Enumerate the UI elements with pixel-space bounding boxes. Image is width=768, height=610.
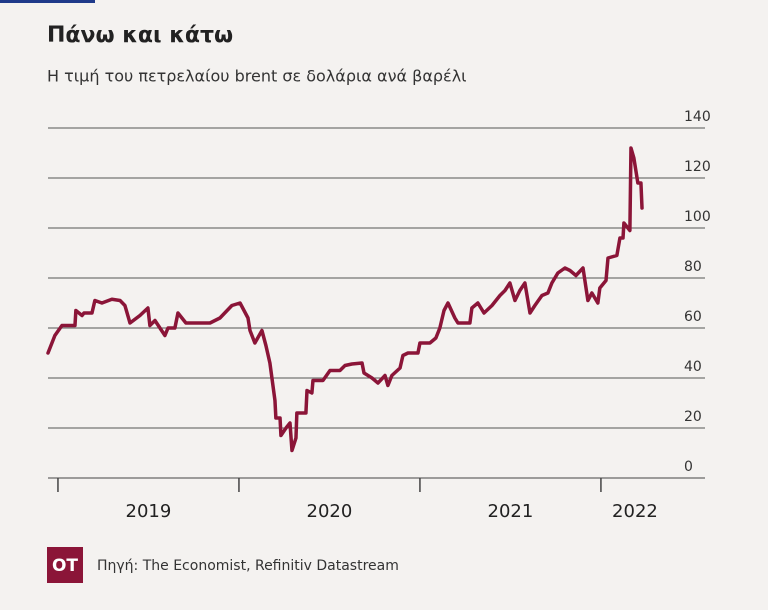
y-tick-label: 20 <box>684 409 702 425</box>
x-tick-label: 2020 <box>307 501 353 522</box>
y-tick-label: 60 <box>684 309 702 325</box>
y-tick-label: 100 <box>684 209 711 225</box>
source: Πηγή: The Economist, Refinitiv Datastrea… <box>97 558 399 574</box>
x-tick-label: 2019 <box>126 501 172 522</box>
y-tick-label: 80 <box>684 259 702 275</box>
top-accent <box>0 0 95 3</box>
x-tick-label: 2021 <box>488 501 534 522</box>
logo: OT <box>52 556 78 576</box>
y-tick-label: 0 <box>684 459 693 475</box>
y-tick-label: 140 <box>684 109 711 125</box>
y-tick-label: 40 <box>684 359 702 375</box>
price-line <box>46 146 644 453</box>
x-tick-label: 2022 <box>612 501 658 522</box>
logo-box <box>47 547 83 583</box>
y-tick-label: 120 <box>684 159 711 175</box>
chart-title: Πάνω και κάτω <box>47 23 233 48</box>
chart-subtitle: Η τιμή του πετρελαίου brent σε δολάρια α… <box>47 67 467 86</box>
